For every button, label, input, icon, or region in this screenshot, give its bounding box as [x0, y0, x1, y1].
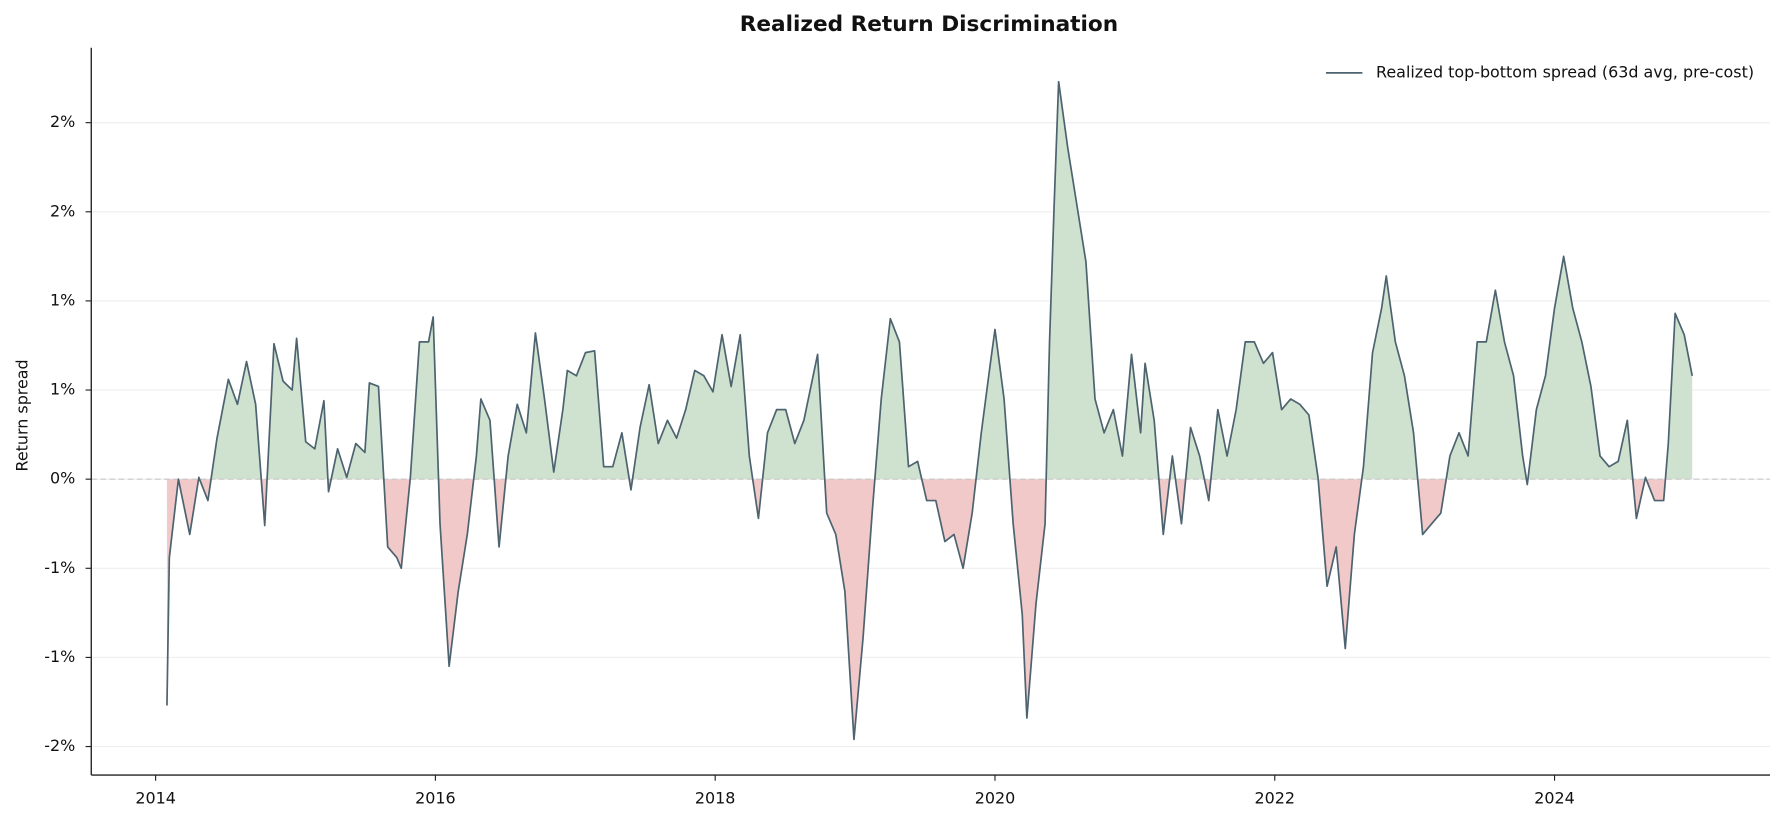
- positive-area: [178, 81, 1693, 480]
- y-tick-label: 1%: [50, 290, 75, 309]
- y-tick-label: -1%: [44, 558, 75, 577]
- y-tick-label: -2%: [44, 736, 75, 755]
- y-tick-label: 1%: [50, 380, 75, 399]
- series-line: [166, 80, 1694, 741]
- y-tick-label: 2%: [50, 201, 75, 220]
- x-tick-label: 2016: [415, 788, 456, 807]
- y-tick-label: 2%: [50, 112, 75, 131]
- y-tick-label: 0%: [50, 469, 75, 488]
- negative-area: [166, 479, 1693, 740]
- chart-title: Realized Return Discrimination: [740, 12, 1118, 37]
- x-tick-label: 2018: [695, 788, 736, 807]
- y-tick-label: -1%: [44, 647, 75, 666]
- x-tick-label: 2022: [1255, 788, 1296, 807]
- x-tick-label: 2014: [135, 788, 176, 807]
- y-axis-label: Return spread: [12, 359, 31, 471]
- x-tick-label: 2020: [975, 788, 1016, 807]
- legend-label: Realized top-bottom spread (63d avg, pre…: [1376, 62, 1754, 81]
- x-tick-label: 2024: [1534, 788, 1575, 807]
